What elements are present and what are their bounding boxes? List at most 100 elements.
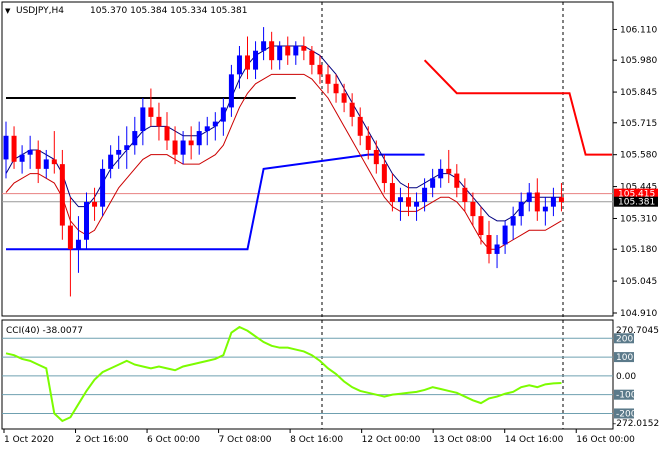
candle-body [228,74,234,108]
candle-body [35,149,41,169]
candle-body [325,74,331,84]
cci-scale-bottom: -272.0152 [613,419,659,429]
candle-body [269,41,275,61]
candle-body [389,183,395,202]
candle-body [3,135,9,160]
cci-level-tag [614,408,634,419]
cci-levels: 200 100 0.00 -100 -200 [2,333,637,419]
candle-body [140,107,146,132]
candle-body [462,187,468,202]
candle-body [285,45,291,56]
cci-label: CCI(40) -38.0077 [6,326,83,336]
candle-body [19,154,25,162]
price-tick-label: 105.310 [620,214,657,224]
candle-body [116,149,122,155]
header-ohlc: 105.370 105.384 105.334 105.381 [90,6,247,16]
price-tag-box [614,196,658,207]
cci-level-label: 0.00 [616,372,636,382]
candle-body [422,187,428,202]
envelope-lines [5,45,562,250]
price-tick-label: 105.445 [620,183,657,193]
candle-body [406,197,411,207]
candle-body [470,201,476,217]
candle-body [92,201,98,207]
price-tag-label: 105.381 [618,198,655,208]
candle-body [253,50,259,70]
candle-body [309,50,315,65]
candle-body [486,235,492,254]
cci-level-label: -200 [616,409,637,419]
time-tick-label: 7 Oct 08:00 [219,435,272,445]
upper-envelope-line [5,45,562,222]
candle-body [542,206,548,212]
time-tick-label: 6 Oct 00:00 [147,435,200,445]
candle-body [236,55,242,75]
time-tick-label: 14 Oct 16:00 [505,435,564,445]
candle-body [196,131,202,146]
candle-body [333,83,339,94]
price-tick-label: 104.910 [620,309,657,319]
candle-body [446,168,452,174]
candle-body [220,107,226,122]
cci-panel[interactable] [1,319,614,430]
cci-scale-top: 270.7045 [616,326,659,336]
candle-body [212,121,218,127]
price-tick-label: 105.045 [620,277,657,287]
time-axis: 1 Oct 2020 2 Oct 16:00 6 Oct 00:00 7 Oct 08… [3,429,635,445]
cci-level-tag [614,333,634,344]
lower-envelope-line [5,73,562,250]
candle-body [558,197,564,202]
candle-body [204,126,210,132]
candle-body [349,102,355,117]
cci-level-tag [614,352,634,363]
candle-body [478,216,484,236]
header-symbol: USDJPY,H4 [16,6,64,16]
time-tick-label: 8 Oct 16:00 [290,435,343,445]
candle-body [293,45,299,56]
price-tick-label: 105.715 [620,119,657,129]
price-tick-label: 105.980 [620,56,657,66]
time-tick-label: 16 Oct 00:00 [576,435,635,445]
candle-body [397,197,403,202]
time-tick-label: 2 Oct 16:00 [76,435,129,445]
candle-body [108,154,114,169]
resistance-step-line [423,59,612,156]
candle-body [51,159,57,165]
candle-body [502,225,508,245]
cci-level-label: -100 [616,391,637,401]
candles[interactable] [3,27,564,297]
candle-body [27,149,33,155]
candle-body [156,116,162,127]
support-step-line [6,153,425,251]
candle-body [148,107,154,117]
time-tick-label: 13 Oct 08:00 [433,435,492,445]
candle-body [494,244,500,254]
candle-body [518,201,524,217]
price-panel[interactable] [1,1,614,317]
time-tick-label: 1 Oct 2020 [4,435,54,445]
candle-body [317,64,323,75]
candle-body [180,140,186,155]
header-menu-icon[interactable]: ▼ [5,7,11,15]
candle-body [75,239,81,250]
day-separators [321,2,564,429]
price-axis: 106.110 105.980 105.845 105.715 105.580 105.4… [613,25,657,319]
candle-body [454,173,460,188]
candle-body [277,45,283,61]
candle-body [84,201,89,240]
cci-level-label: 200 [616,334,633,344]
candle-body [414,201,420,207]
candle-body [357,116,363,136]
candle-body [124,145,130,150]
candle-body [172,140,178,155]
cci-level-label: 100 [616,353,633,363]
cci-level-tag [614,389,634,400]
price-tick-label: 105.580 [620,151,657,161]
candle-body [59,164,65,226]
cci-line [5,325,562,423]
candle-body [132,131,138,146]
candle-body [100,168,106,207]
price-tick-label: 105.845 [620,88,657,98]
